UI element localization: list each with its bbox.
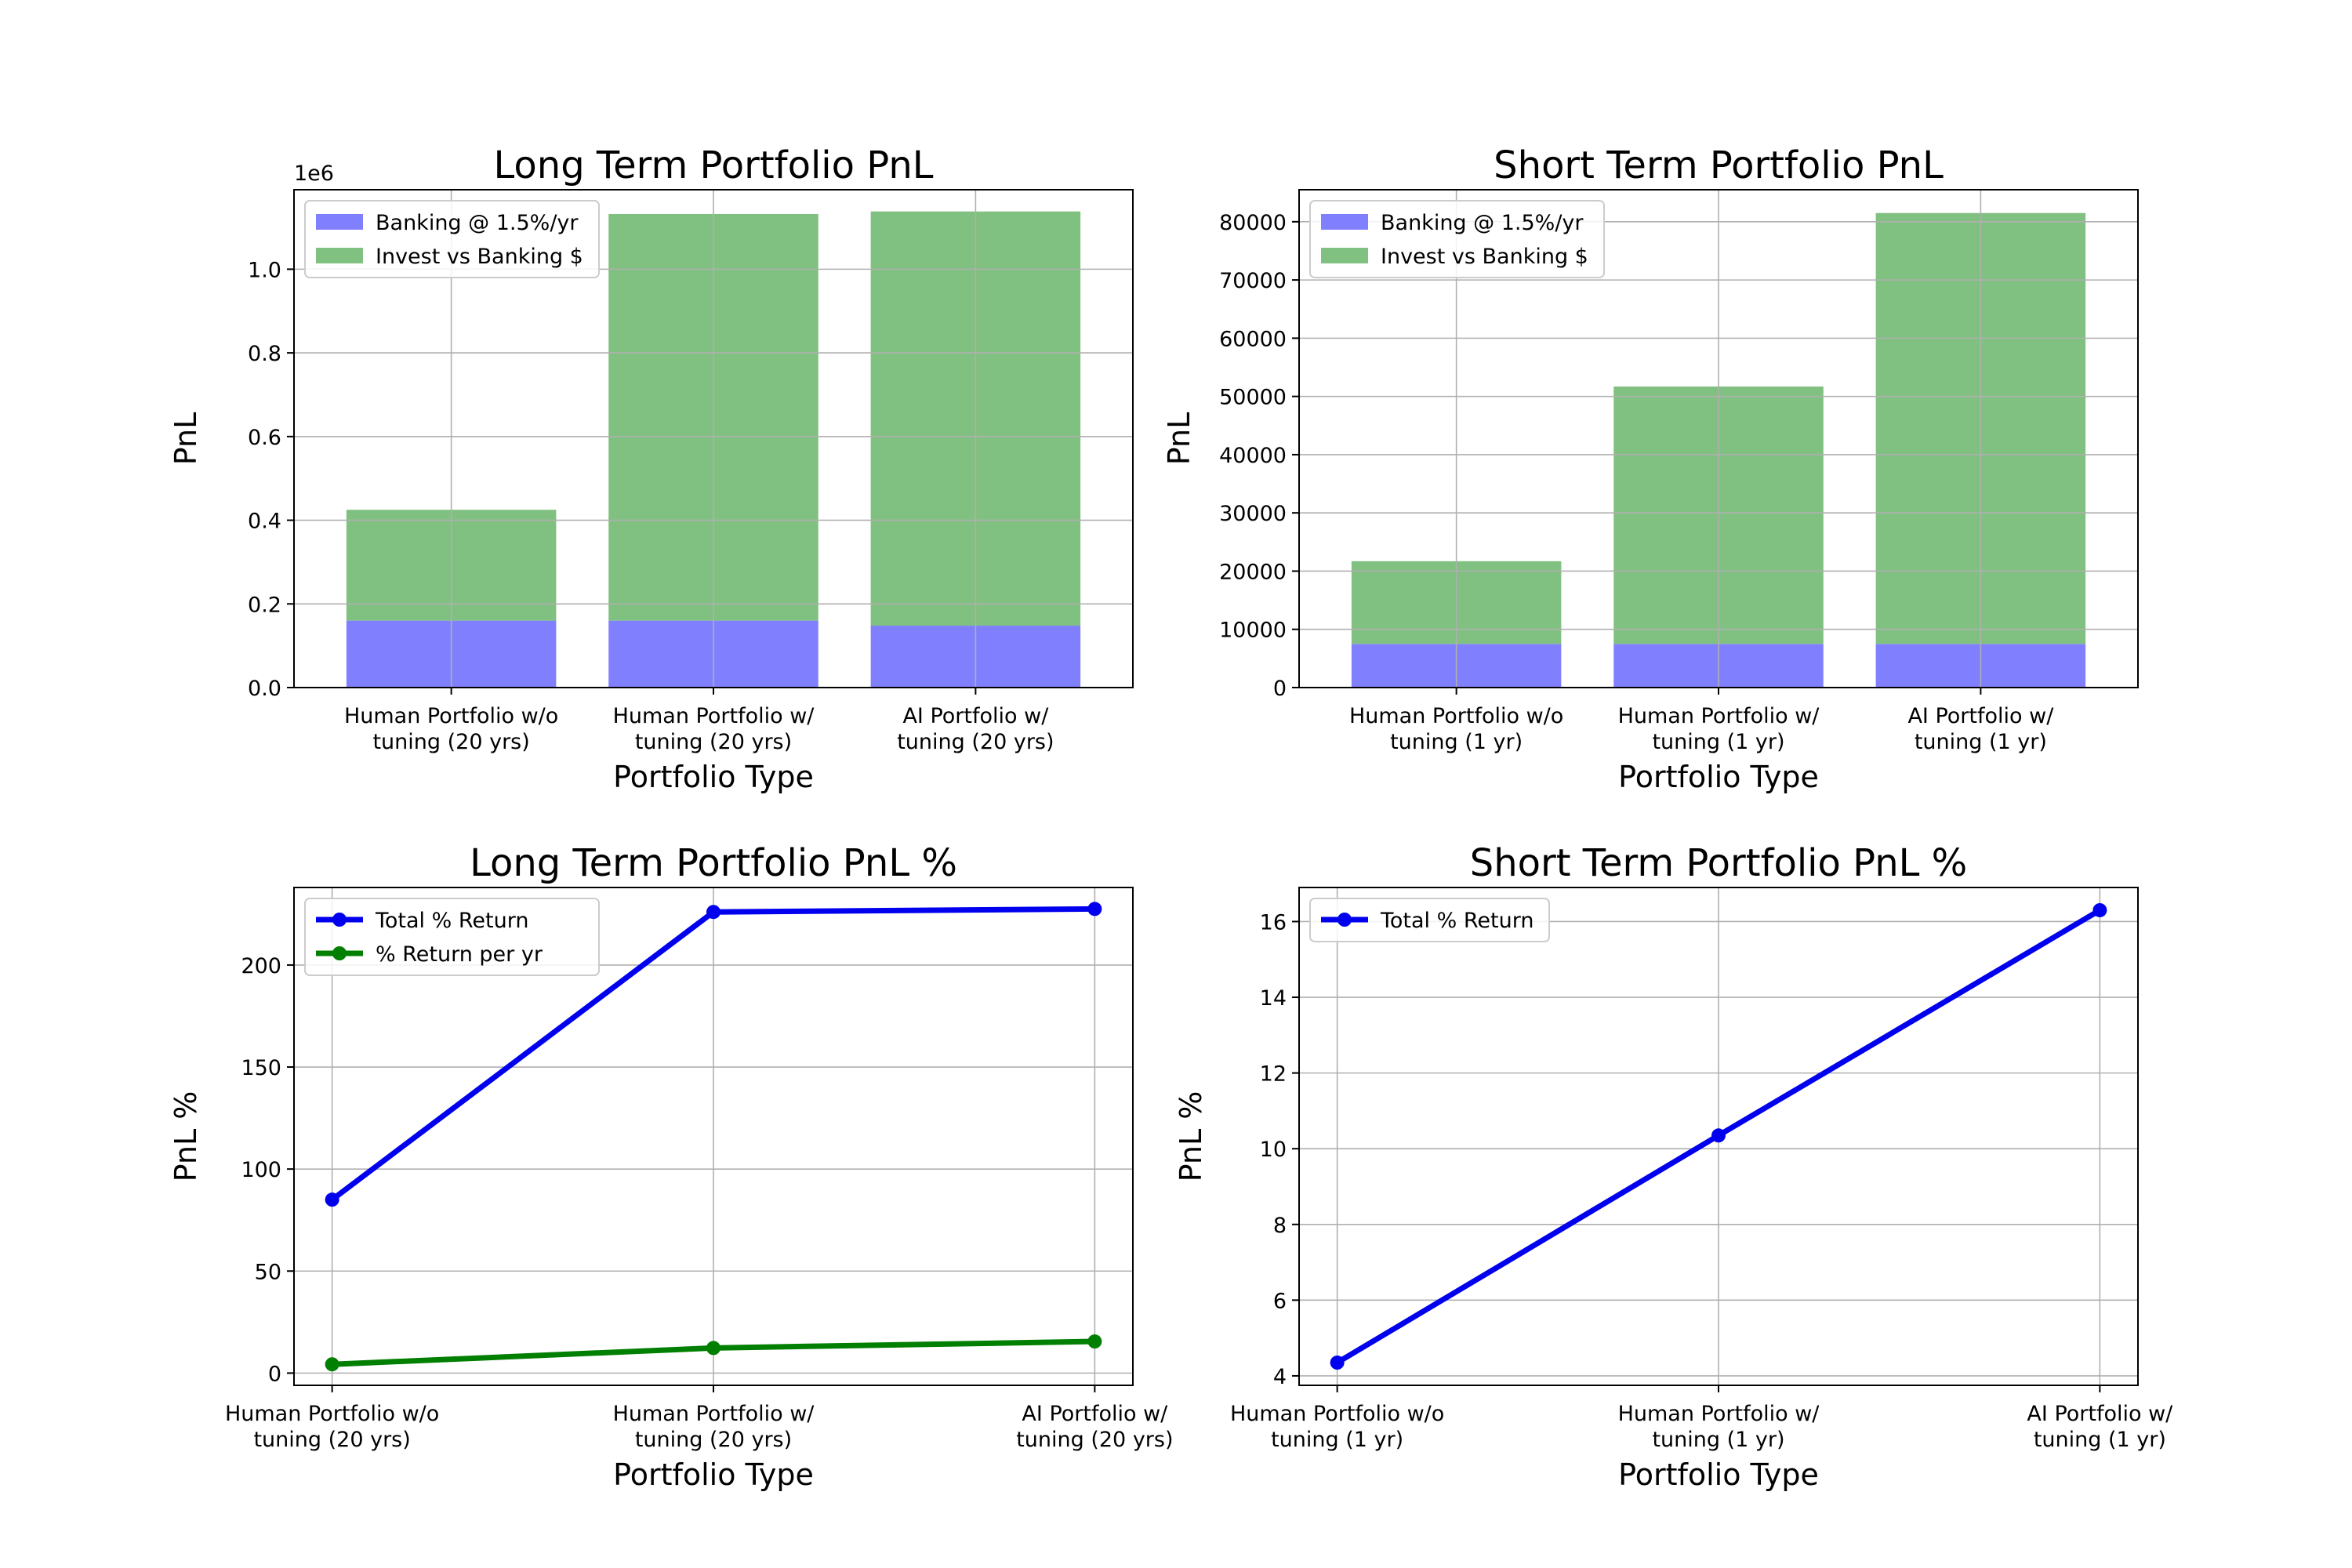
x-tick-label-2: Human Portfolio w/tuning (20 yrs) [613, 1402, 815, 1452]
y-tick-label-4: 0.6 [248, 426, 281, 450]
y-tick-label-9: 80000 [1219, 211, 1287, 235]
x-axis-label: Portfolio Type [1618, 1457, 1819, 1492]
legend-entry-2: Invest vs Banking $ [376, 245, 583, 269]
y-tick-label-3: 8 [1273, 1214, 1287, 1238]
point-1-3 [1087, 902, 1102, 916]
point-1-1 [1330, 1356, 1345, 1370]
y-tick-label-2: 6 [1273, 1289, 1287, 1313]
x-tick-label-2: Human Portfolio w/tuning (1 yr) [1618, 1402, 1820, 1452]
chart-2: 0 10000 20000 30000 40000 50000 60000 70000 8000… [1162, 143, 2139, 794]
legend-entry-1: Total % Return [1380, 909, 1534, 933]
y-tick-label-7: 60000 [1219, 327, 1287, 351]
y-axis-label: PnL [169, 412, 203, 466]
x-tick-label-2: Human Portfolio w/tuning (1 yr) [1618, 704, 1820, 754]
y-tick-label-3: 0.4 [248, 510, 281, 534]
y-tick-label-6: 50000 [1219, 386, 1287, 410]
legend-entry-1: Banking @ 1.5%/yr [1381, 211, 1584, 235]
y-offset-label: 1e6 [294, 162, 334, 186]
chart-3: 0 50 100 150 200 Human Portfolio w/o tuning (2… [169, 841, 1174, 1492]
legend-marker-2 [332, 946, 347, 960]
legend-box [304, 200, 600, 278]
y-tick-label-3: 100 [241, 1158, 281, 1182]
legend-box [304, 898, 600, 976]
legend-swatch-1 [1321, 214, 1368, 230]
y-tick-label-1: 0 [1273, 677, 1287, 701]
y-tick-label-7: 16 [1260, 910, 1287, 935]
y-tick-label-6: 14 [1260, 986, 1287, 1011]
y-tick-label-1: 0 [268, 1362, 281, 1386]
y-tick-label-5: 0.8 [248, 342, 281, 366]
chart-1: 0.0 0.2 0.4 0.6 0.8 1.0 Human Portfolio w/o tun… [169, 143, 1134, 794]
legend-entry-1: Total % Return [375, 909, 528, 933]
y-tick-label-8: 70000 [1219, 269, 1287, 293]
legend-swatch-1 [316, 214, 363, 230]
x-axis-label: Portfolio Type [613, 1457, 814, 1492]
y-tick-label-2: 50 [255, 1260, 281, 1284]
legend: Total % Return [1309, 898, 1550, 942]
chart-title: Short Term Portfolio PnL % [1470, 841, 1968, 885]
y-axis-label: PnL % [169, 1091, 203, 1182]
legend-swatch-2 [1321, 248, 1368, 263]
x-tick-label-3: AI Portfolio w/tuning (1 yr) [1907, 704, 2054, 754]
chart-4: 4 6 8 10 12 14 16 Human Portfolio w/o tuning (1 … [1174, 841, 2173, 1492]
y-tick-label-2: 10000 [1219, 619, 1287, 643]
y-axis-label: PnL % [1174, 1091, 1208, 1182]
point-1-3 [2092, 902, 2107, 917]
legend-marker-1 [1338, 913, 1352, 927]
chart-title: Long Term Portfolio PnL % [470, 841, 957, 885]
x-axis-label: Portfolio Type [613, 760, 814, 794]
point-2-2 [706, 1341, 720, 1356]
x-tick-label-1: Human Portfolio w/o tuning (20 yrs) [225, 1402, 439, 1452]
legend-entry-2: % Return per yr [376, 942, 543, 967]
y-tick-label-4: 150 [241, 1056, 281, 1080]
legend-swatch-2 [316, 248, 363, 263]
x-axis-label: Portfolio Type [1618, 760, 1819, 794]
legend: Banking @ 1.5%/yr Invest vs Banking $ [304, 200, 600, 278]
point-1-2 [1711, 1128, 1726, 1143]
y-tick-label-1: 0.0 [248, 677, 281, 701]
y-tick-label-1: 4 [1273, 1365, 1287, 1389]
point-1-1 [325, 1192, 339, 1207]
legend: Total % Return % Return per yr [304, 898, 600, 976]
x-tick-label-1: Human Portfolio w/o tuning (20 yrs) [344, 704, 558, 754]
x-tick-label-2: Human Portfolio w/tuning (20 yrs) [613, 704, 815, 754]
legend-box [1309, 200, 1605, 278]
y-tick-label-3: 20000 [1219, 560, 1287, 584]
x-tick-label-3: AI Portfolio w/tuning (20 yrs) [1016, 1402, 1173, 1452]
x-tick-label-1: Human Portfolio w/o tuning (1 yr) [1230, 1402, 1444, 1452]
y-axis-label: PnL [1162, 412, 1196, 466]
legend-entry-2: Invest vs Banking $ [1381, 245, 1588, 269]
chart-title: Short Term Portfolio PnL [1494, 143, 1944, 187]
y-tick-label-2: 0.2 [248, 593, 281, 617]
y-tick-label-6: 1.0 [248, 258, 281, 282]
y-tick-label-5: 40000 [1219, 444, 1287, 468]
legend-marker-1 [332, 913, 347, 927]
point-1-2 [706, 905, 720, 920]
legend: Banking @ 1.5%/yr Invest vs Banking $ [1309, 200, 1605, 278]
y-tick-label-4: 10 [1260, 1138, 1287, 1162]
legend-entry-1: Banking @ 1.5%/yr [376, 211, 579, 235]
legend-box [1309, 898, 1550, 942]
point-2-3 [1087, 1334, 1102, 1349]
point-2-1 [325, 1357, 339, 1372]
x-tick-label-3: AI Portfolio w/tuning (1 yr) [2027, 1402, 2173, 1452]
y-tick-label-5: 12 [1260, 1062, 1287, 1087]
x-tick-label-3: AI Portfolio w/tuning (20 yrs) [897, 704, 1054, 754]
y-tick-label-4: 30000 [1219, 502, 1287, 526]
chart-title: Long Term Portfolio PnL [494, 143, 934, 187]
y-tick-label-5: 200 [241, 954, 281, 978]
x-tick-label-1: Human Portfolio w/o tuning (1 yr) [1349, 704, 1563, 754]
